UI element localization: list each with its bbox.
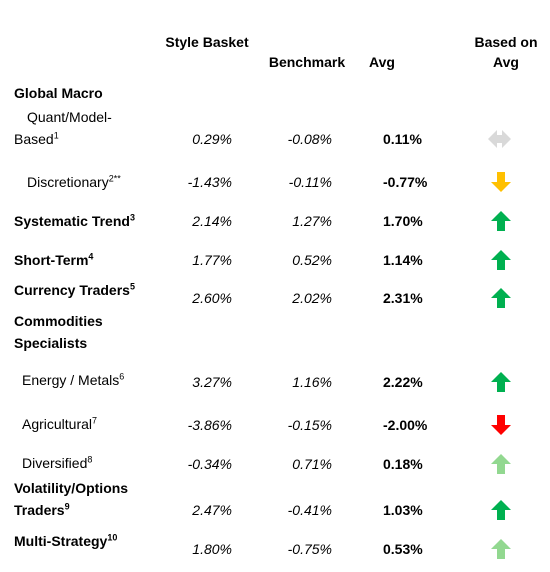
row-label: Systematic Trend3: [14, 210, 214, 232]
style-basket-value: 1.77%: [192, 252, 232, 268]
arrow-shape: [491, 288, 511, 308]
footnote-ref: 6: [119, 371, 125, 382]
benchmark-value: -0.41%: [287, 502, 332, 518]
trend-arrow: [491, 500, 511, 520]
style-basket-value: 2.47%: [192, 502, 232, 518]
arrow-shape: [491, 211, 511, 231]
row-label: Short-Term4: [14, 249, 214, 271]
style-basket-value: 2.14%: [192, 213, 232, 229]
benchmark-value: 2.02%: [292, 290, 332, 306]
label-text: Global Macro: [14, 85, 103, 101]
label-text: Energy / Metals: [22, 372, 120, 388]
avg-value: 2.22%: [383, 374, 423, 390]
footnote-ref: 7: [92, 415, 98, 426]
label-text: Diversified: [22, 455, 88, 471]
benchmark-value: -0.75%: [287, 541, 332, 557]
arrow-shape: [491, 500, 511, 520]
benchmark-value: 1.16%: [292, 374, 332, 390]
label-text: Commodities Specialists: [14, 313, 103, 351]
benchmark-value: -0.15%: [287, 417, 332, 433]
avg-value: 1.14%: [383, 252, 423, 268]
trend-arrow: [491, 211, 511, 231]
label-text: Systematic Trend: [14, 213, 130, 229]
footnote-ref: 1: [53, 130, 59, 141]
row-label: Discretionary2**: [27, 171, 227, 193]
row-label: Diversified8: [22, 452, 222, 474]
trend-arrow: [491, 172, 511, 192]
header-indicator: Based on Avg: [474, 34, 538, 70]
label-text: Discretionary: [27, 174, 109, 190]
arrow-shape: [491, 172, 511, 192]
row-label: Volatility/Options Traders9: [14, 477, 169, 521]
row-label: Agricultural7: [22, 413, 222, 435]
trend-arrow: [491, 454, 511, 474]
avg-value: 0.53%: [383, 541, 423, 557]
footnote-ref: 8: [87, 454, 93, 465]
header-avg: Avg: [369, 54, 395, 70]
avg-value: 1.03%: [383, 502, 423, 518]
avg-value: 0.11%: [383, 131, 422, 147]
style-basket-value: -3.86%: [187, 417, 232, 433]
avg-value: 1.70%: [383, 213, 423, 229]
footnote-ref: 2**: [108, 173, 121, 184]
arrow-shape: [491, 372, 511, 392]
benchmark-value: -0.11%: [288, 174, 332, 190]
label-text: Short-Term: [14, 252, 89, 268]
row-label: Quant/Model-Based1: [14, 106, 154, 150]
footnote-ref: 5: [129, 281, 135, 292]
style-basket-value: 2.60%: [192, 290, 232, 306]
benchmark-value: 0.71%: [292, 456, 332, 472]
arrow-shape: [491, 250, 511, 270]
style-basket-value: 0.29%: [192, 131, 232, 147]
footnote-ref: 4: [88, 251, 94, 262]
header-basket: Style Basket: [165, 34, 249, 50]
avg-value: -2.00%: [383, 417, 428, 433]
arrow-shape: [491, 454, 511, 474]
label-text: Multi-Strategy: [14, 533, 108, 549]
avg-value: -0.77%: [383, 174, 428, 190]
footnote-ref: 3: [129, 212, 135, 223]
trend-arrow: [491, 372, 511, 392]
arrow-shape: [491, 415, 511, 435]
style-basket-value: 1.80%: [192, 541, 232, 557]
trend-arrow: [491, 250, 511, 270]
style-basket-value: -0.34%: [187, 456, 232, 472]
label-text: Currency Traders: [14, 282, 130, 298]
footnote-ref: 9: [64, 501, 70, 512]
benchmark-value: -0.08%: [287, 131, 332, 147]
row-label: Global Macro: [14, 82, 214, 104]
arrow-shape: [491, 539, 511, 559]
label-text: Agricultural: [22, 416, 93, 432]
benchmark-value: 0.52%: [292, 252, 332, 268]
row-label: Commodities Specialists: [14, 310, 124, 354]
style-basket-value: -1.43%: [187, 174, 232, 190]
trend-arrow: [488, 130, 511, 148]
row-label: Energy / Metals6: [22, 369, 222, 391]
row-label: Multi-Strategy10: [14, 530, 214, 552]
trend-arrow: [491, 288, 511, 308]
trend-arrow: [491, 539, 511, 559]
label-text: Volatility/Options Traders: [14, 480, 129, 518]
style-basket-value: 3.27%: [192, 374, 232, 390]
avg-value: 2.31%: [383, 290, 423, 306]
arrow-shape: [488, 130, 511, 148]
avg-value: 0.18%: [383, 456, 423, 472]
header-benchmark: Benchmark: [268, 54, 346, 70]
footnote-ref: 10: [107, 532, 118, 543]
trend-arrow: [491, 415, 511, 435]
benchmark-value: 1.27%: [292, 213, 332, 229]
label-text: Quant/Model-Based: [14, 109, 112, 147]
row-label: Currency Traders5: [14, 279, 214, 301]
